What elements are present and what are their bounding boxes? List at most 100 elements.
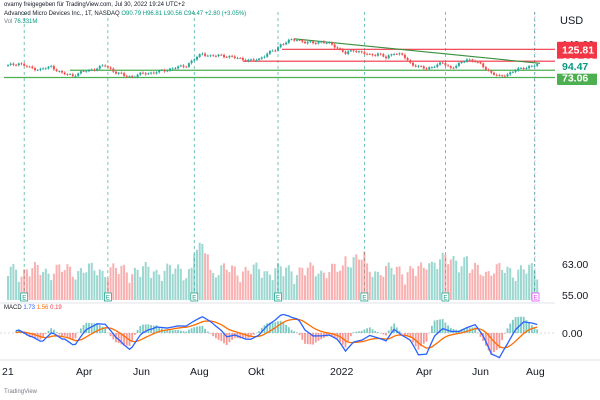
volume-bar — [317, 273, 320, 300]
candle-body — [139, 72, 142, 75]
macd-hist-bar — [317, 333, 320, 341]
macd-legend[interactable]: MACD 1.73 1.56 0.19 — [4, 305, 62, 311]
candle-body — [376, 53, 379, 56]
volume-bar — [125, 272, 128, 300]
volume-bar — [385, 265, 387, 300]
macd-hist-bar — [509, 323, 512, 333]
candle-body — [185, 66, 188, 68]
candle-body — [320, 41, 323, 43]
volume-value: 76.331M — [14, 19, 38, 25]
volume-bar — [428, 263, 431, 300]
macd-hist-bar — [144, 324, 147, 333]
macd-hist-bar — [223, 333, 225, 344]
candle-body — [252, 59, 255, 61]
volume-legend[interactable]: Vol 76.331M — [4, 19, 37, 25]
macd-hist-bar — [366, 328, 368, 333]
volume-bar — [131, 274, 134, 300]
volume-bar — [90, 262, 93, 300]
candle-body — [115, 71, 117, 74]
macd-hist-bar — [196, 326, 198, 333]
macd-hist-bar — [231, 333, 233, 340]
candle-body — [50, 66, 53, 67]
macd-hist-bar — [134, 333, 136, 335]
candle-body — [444, 63, 447, 66]
x-tick-0: 21 — [2, 366, 14, 378]
candle-body — [20, 63, 23, 65]
volume-bar — [50, 280, 53, 300]
volume-bar — [363, 251, 366, 300]
candle-body — [90, 69, 93, 71]
candle-body — [306, 41, 309, 44]
volume-bar — [136, 269, 139, 300]
candle-body — [422, 66, 425, 69]
symbol-name: Advanced Micro Devices Inc., 1T, NASDAQ — [4, 11, 120, 17]
macd-hist-bar — [466, 327, 468, 333]
macd-hist-bar — [417, 333, 420, 350]
candle-body — [358, 51, 360, 53]
signal-line — [15, 318, 538, 349]
macd-hist-bar — [285, 324, 287, 333]
volume-bar — [503, 272, 506, 300]
candle-body — [258, 58, 261, 60]
macd-hist-bar — [460, 329, 463, 333]
macd-hist-bar — [425, 333, 428, 342]
volume-bar — [333, 263, 336, 300]
volume-bar — [63, 270, 66, 300]
volume-bar — [233, 266, 236, 300]
candle-body — [312, 41, 315, 44]
earnings-box — [20, 292, 29, 302]
volume-bar — [417, 265, 420, 300]
earnings-box — [104, 292, 112, 302]
volume-bar — [42, 271, 45, 300]
tag-bg — [557, 69, 597, 85]
y-tick-2: 63.00 — [562, 259, 588, 271]
macd-hist-bar — [34, 333, 36, 338]
macd-hist-bar — [304, 333, 306, 344]
macd-hist-bar — [487, 333, 490, 351]
volume-bar — [474, 262, 477, 300]
earnings-label: E — [533, 296, 537, 302]
candle-body — [430, 67, 433, 68]
earnings-box — [360, 292, 369, 302]
volume-bar — [349, 267, 352, 300]
macd-hist-bar — [431, 325, 433, 333]
candle-body — [493, 72, 495, 75]
candle-body — [209, 55, 212, 57]
volume-bar — [142, 266, 144, 300]
macd-hist-bar — [217, 333, 220, 340]
candle-body — [241, 58, 244, 61]
candle-body — [439, 62, 441, 65]
symbol-legend[interactable]: Advanced Micro Devices Inc., 1T, NASDAQ … — [4, 11, 246, 17]
volume-bar — [514, 280, 517, 300]
macd-hist-bar — [368, 327, 371, 333]
volume-bar — [25, 269, 28, 300]
candle-body — [136, 74, 139, 77]
candle-body — [495, 74, 498, 76]
macd-hist-bar — [333, 333, 336, 338]
volume-bar — [79, 268, 82, 300]
macd-hist-bar — [347, 333, 350, 342]
candle-body — [487, 69, 490, 71]
volume-bar — [225, 269, 228, 300]
volume-bar — [471, 269, 474, 300]
macd-hist-bar — [142, 324, 144, 333]
candle-body — [536, 64, 539, 66]
macd-hist-bar — [58, 333, 61, 335]
candle-body — [528, 66, 531, 69]
volume-bar — [487, 271, 490, 300]
macd-hist-bar — [109, 333, 112, 337]
macd-hist-bar — [225, 333, 228, 346]
macd-hist-bar — [441, 319, 444, 333]
candle-body — [179, 65, 182, 67]
candle-body — [309, 41, 312, 43]
macd-hist-bar — [296, 332, 298, 333]
volume-bar — [223, 263, 225, 300]
volume-bar — [185, 278, 188, 300]
volume-bar — [528, 264, 531, 300]
volume-bar — [55, 264, 58, 300]
volume-bar — [395, 266, 398, 300]
volume-bar — [409, 266, 412, 300]
macd-hist-bar — [193, 327, 196, 333]
candle-body — [460, 61, 463, 64]
